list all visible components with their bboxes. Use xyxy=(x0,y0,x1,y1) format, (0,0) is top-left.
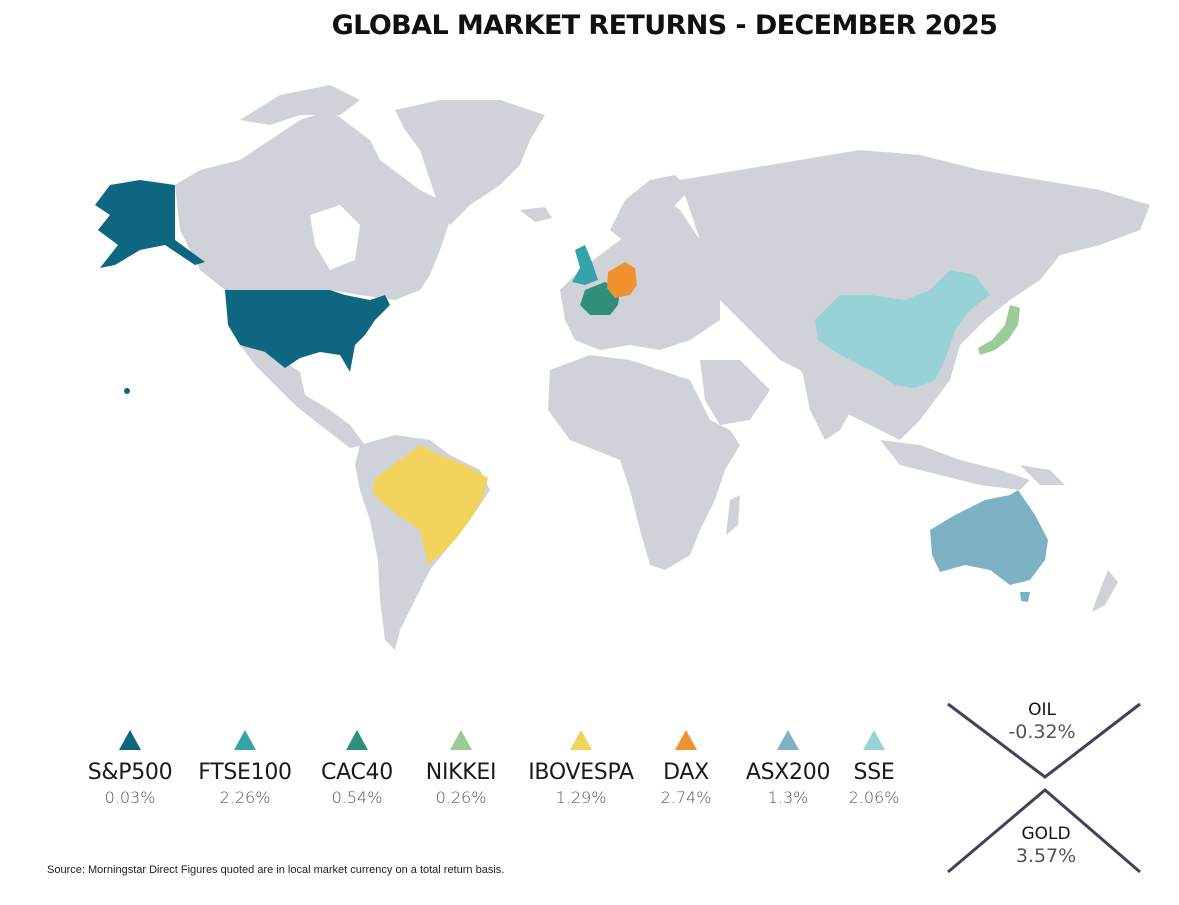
uk-country xyxy=(572,245,598,285)
legend-value: 2.74% xyxy=(660,788,712,807)
iceland-land xyxy=(520,207,552,222)
legend-item-ibovespa: IBOVESPA 1.29% xyxy=(518,730,644,807)
up-chevron-icon xyxy=(947,788,1141,874)
up-triangle-icon xyxy=(450,730,472,750)
gold-value: 3.57% xyxy=(1015,845,1077,867)
tasmania-state xyxy=(1020,592,1030,602)
papua-land xyxy=(1020,465,1065,485)
up-triangle-icon xyxy=(234,730,256,750)
legend-value: 0.26% xyxy=(435,788,487,807)
scandinavia-land xyxy=(610,175,690,250)
legend-item-sse: SSE 2.06% xyxy=(846,730,902,807)
legend-value: 0.03% xyxy=(104,788,156,807)
greenland-land xyxy=(395,100,545,225)
up-triangle-icon xyxy=(346,730,368,750)
legend-name: ASX200 xyxy=(745,760,831,785)
legend-value: 0.54% xyxy=(331,788,383,807)
up-triangle-icon xyxy=(777,730,799,750)
new-zealand-land xyxy=(1092,570,1118,612)
page-title: GLOBAL MARKET RETURNS - DECEMBER 2025 xyxy=(331,10,998,41)
legend-value: 2.26% xyxy=(219,788,271,807)
canada-land xyxy=(175,110,450,300)
source-note: Source: Morningstar Direct Figures quote… xyxy=(47,864,505,876)
legend-value: 1.29% xyxy=(555,788,607,807)
legend-name: IBOVESPA xyxy=(528,760,634,785)
arabia-land xyxy=(700,360,770,425)
down-chevron-icon xyxy=(947,702,1141,779)
legend-name: DAX xyxy=(663,760,709,785)
southeast-asia-land xyxy=(880,440,1030,490)
legend-item-asx200: ASX200 1.3% xyxy=(738,730,838,807)
mexico-central-america xyxy=(240,345,365,448)
world-map xyxy=(95,85,1150,650)
india-land xyxy=(800,360,860,440)
up-triangle-icon xyxy=(675,730,697,750)
brazil-country xyxy=(372,445,488,565)
usa-country xyxy=(225,290,390,372)
legend-item-ftse100: FTSE100 2.26% xyxy=(190,730,300,807)
legend-name: NIKKEI xyxy=(425,760,497,785)
germany-country xyxy=(607,262,637,298)
legend-item-cac40: CAC40 0.54% xyxy=(312,730,402,807)
legend-item-sp500: S&P500 0.03% xyxy=(80,730,180,807)
hawaii-state xyxy=(124,388,130,394)
madagascar-land xyxy=(726,495,740,535)
australia-country xyxy=(930,490,1048,585)
legend-name: SSE xyxy=(853,760,895,785)
legend-value: 1.3% xyxy=(767,788,809,807)
up-triangle-icon xyxy=(570,730,592,750)
africa-land xyxy=(548,355,740,570)
gold-label: GOLD xyxy=(1021,824,1071,844)
russia-asia-land xyxy=(680,150,1150,440)
japan-country xyxy=(978,305,1020,355)
oil-value: -0.32% xyxy=(1008,721,1076,743)
legend-item-nikkei: NIKKEI 0.26% xyxy=(416,730,506,807)
china-country xyxy=(815,270,990,388)
legend-item-dax: DAX 2.74% xyxy=(654,730,718,807)
oil-label: OIL xyxy=(1028,700,1056,720)
hudson-bay xyxy=(310,205,360,270)
legend-name: S&P500 xyxy=(87,760,173,785)
legend-name: CAC40 xyxy=(321,760,393,785)
alaska-state xyxy=(95,180,205,268)
gold-return: GOLD 3.57% xyxy=(976,824,1116,867)
arctic-islands xyxy=(240,85,360,125)
legend-name: FTSE100 xyxy=(198,760,292,785)
legend-value: 2.06% xyxy=(848,788,900,807)
up-triangle-icon xyxy=(119,730,141,750)
oil-return: OIL -0.32% xyxy=(972,700,1112,743)
up-triangle-icon xyxy=(863,730,885,750)
commodity-cross-graphic xyxy=(947,702,1141,874)
